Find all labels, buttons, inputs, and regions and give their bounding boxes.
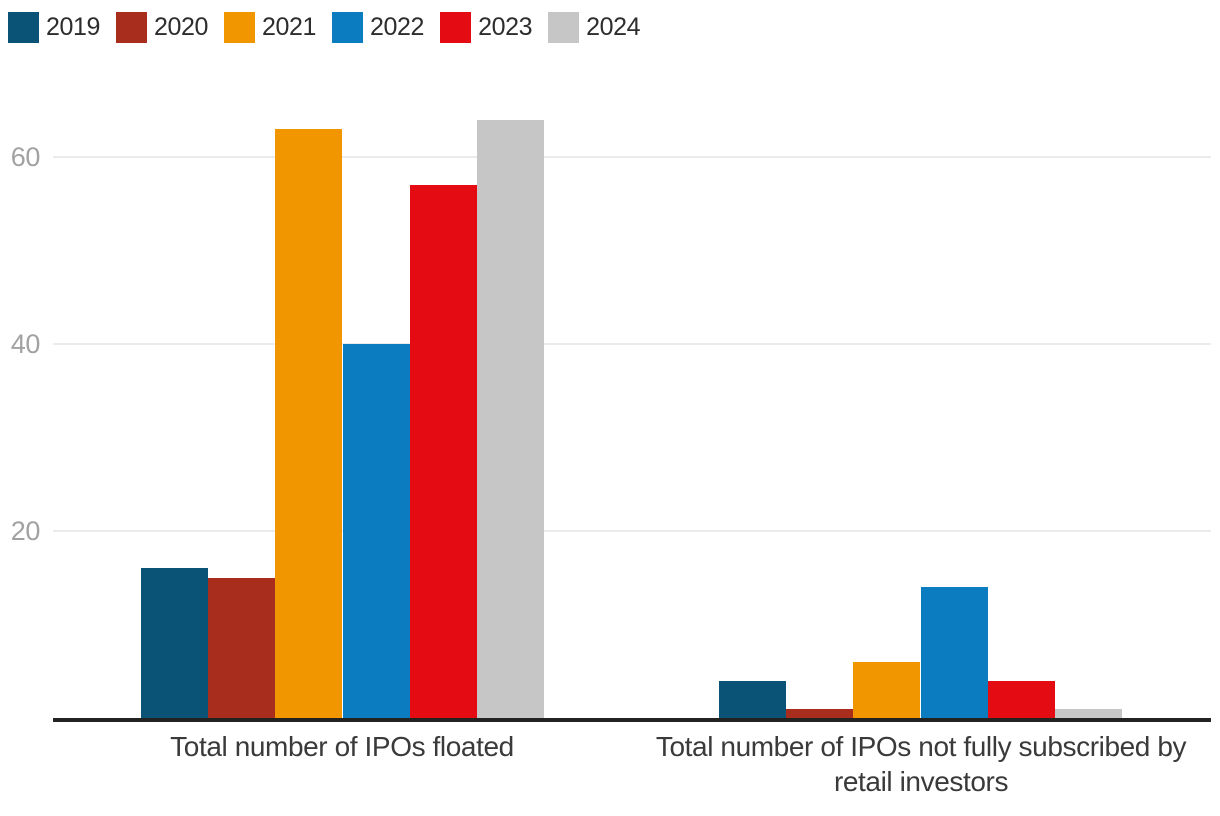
legend-swatch-2022 — [332, 12, 364, 43]
bar-2019-group1[interactable] — [141, 568, 208, 718]
legend-label-2023: 2023 — [478, 13, 533, 41]
legend-label-2019: 2019 — [46, 13, 101, 41]
bar-2020-group1[interactable] — [208, 578, 275, 718]
legend-item-2020[interactable]: 2020 — [116, 12, 208, 43]
bar-2023-group1[interactable] — [410, 185, 477, 718]
legend-item-2019[interactable]: 2019 — [8, 12, 100, 43]
bar-2024-group1[interactable] — [477, 120, 544, 718]
bar-2021-group1[interactable] — [275, 129, 342, 718]
legend-swatch-2024 — [548, 12, 580, 43]
y-tick-label-20: 20 — [10, 516, 41, 546]
x-category-label-ipos-not-subscribed: Total number of IPOs not fully subscribe… — [655, 731, 1187, 797]
legend: 2019 2020 2021 2022 2023 2024 — [8, 12, 640, 43]
legend-swatch-2020 — [116, 12, 148, 43]
y-tick-label-60: 60 — [10, 142, 41, 172]
x-axis-line — [53, 718, 1211, 722]
legend-label-2024: 2024 — [586, 13, 641, 41]
legend-item-2021[interactable]: 2021 — [224, 12, 316, 43]
legend-swatch-2019 — [8, 12, 39, 43]
legend-item-2023[interactable]: 2023 — [440, 12, 532, 43]
bar-2023-group2[interactable] — [988, 681, 1055, 718]
bar-2022-group1[interactable] — [343, 344, 410, 718]
legend-label-2021: 2021 — [262, 13, 317, 41]
x-category-label-ipos-floated: Total number of IPOs floated — [170, 731, 514, 762]
gridline-60 — [53, 156, 1211, 158]
bar-2019-group2[interactable] — [719, 681, 786, 718]
legend-swatch-2021 — [224, 12, 256, 43]
gridline-40 — [53, 343, 1211, 345]
gridline-20 — [53, 530, 1211, 532]
bar-2022-group2[interactable] — [921, 587, 988, 718]
legend-label-2022: 2022 — [370, 13, 425, 41]
bar-2021-group2[interactable] — [853, 662, 920, 718]
legend-swatch-2023 — [440, 12, 472, 43]
bar-2020-group2[interactable] — [786, 709, 853, 718]
legend-label-2020: 2020 — [154, 13, 209, 41]
bar-2024-group2[interactable] — [1055, 709, 1122, 718]
legend-item-2022[interactable]: 2022 — [332, 12, 424, 43]
legend-item-2024[interactable]: 2024 — [548, 12, 640, 43]
y-tick-label-40: 40 — [10, 329, 41, 359]
